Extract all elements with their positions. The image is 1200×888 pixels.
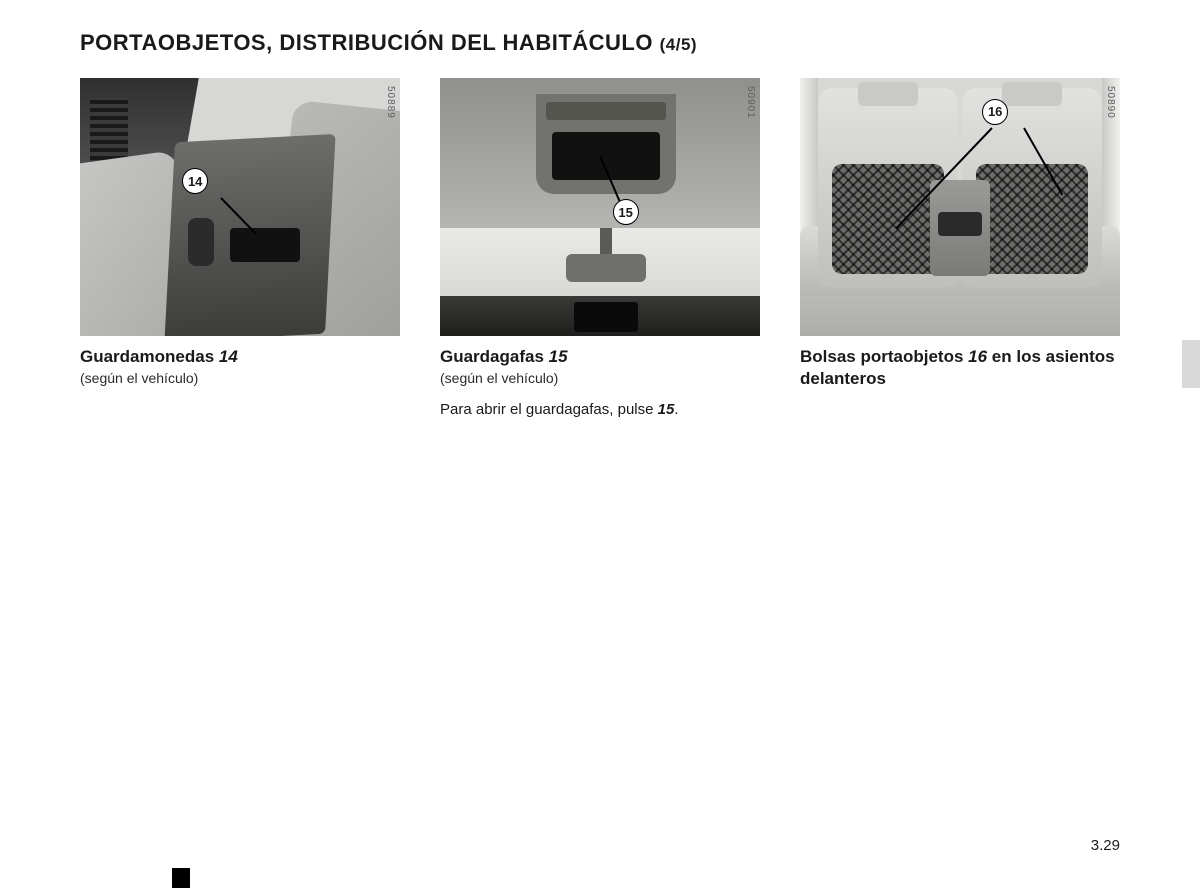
col-2: 50901 15 Guardagafas 15 (según el vehícu… (440, 78, 760, 420)
figure-3: 50890 16 (800, 78, 1120, 336)
item-3-title: Bolsas portaobjetos 16 en los asientos d… (800, 346, 1120, 390)
item-2-body: Para abrir el guardagafas, pulse 15. (440, 400, 760, 420)
inline-ref-number: 15 (658, 401, 675, 418)
item-3-title-text: Bolsas portaobjetos (800, 347, 963, 366)
item-1-title: Guardamonedas 14 (80, 346, 400, 368)
item-3-title-num: 16 (968, 347, 987, 366)
callout-16: 16 (982, 99, 1008, 125)
figure-1: 50889 14 (80, 78, 400, 336)
callout-15: 15 (613, 199, 639, 225)
page-title: PORTAOBJETOS, DISTRIBUCIÓN DEL HABITÁCUL… (80, 30, 1120, 56)
figure-2: 50901 15 (440, 78, 760, 336)
body-text: . (674, 401, 678, 418)
item-2-note: (según el vehículo) (440, 370, 760, 386)
page-number: 3.29 (1091, 837, 1120, 854)
title-suffix: (4/5) (660, 35, 697, 54)
columns: 50889 14 Guardamonedas 14 (según el vehí… (80, 78, 1120, 420)
item-1-note: (según el vehículo) (80, 370, 400, 386)
col-3: 50890 16 Bolsas portaobjetos 16 en los a… (800, 78, 1120, 420)
body-text: Para abrir el guardagafas, pulse (440, 401, 658, 418)
item-1-title-text: Guardamonedas (80, 347, 214, 366)
item-2-title: Guardagafas 15 (440, 346, 760, 368)
col-1: 50889 14 Guardamonedas 14 (según el vehí… (80, 78, 400, 420)
item-2-title-text: Guardagafas (440, 347, 544, 366)
image-ref-1: 50889 (385, 86, 396, 119)
item-1-title-num: 14 (219, 347, 238, 366)
item-2-title-num: 15 (549, 347, 568, 366)
image-ref-2: 50901 (745, 86, 756, 119)
thumb-tab (1182, 340, 1200, 388)
image-ref-3: 50890 (1105, 86, 1116, 119)
footer-mark (172, 868, 190, 888)
title-main: PORTAOBJETOS, DISTRIBUCIÓN DEL HABITÁCUL… (80, 30, 653, 55)
